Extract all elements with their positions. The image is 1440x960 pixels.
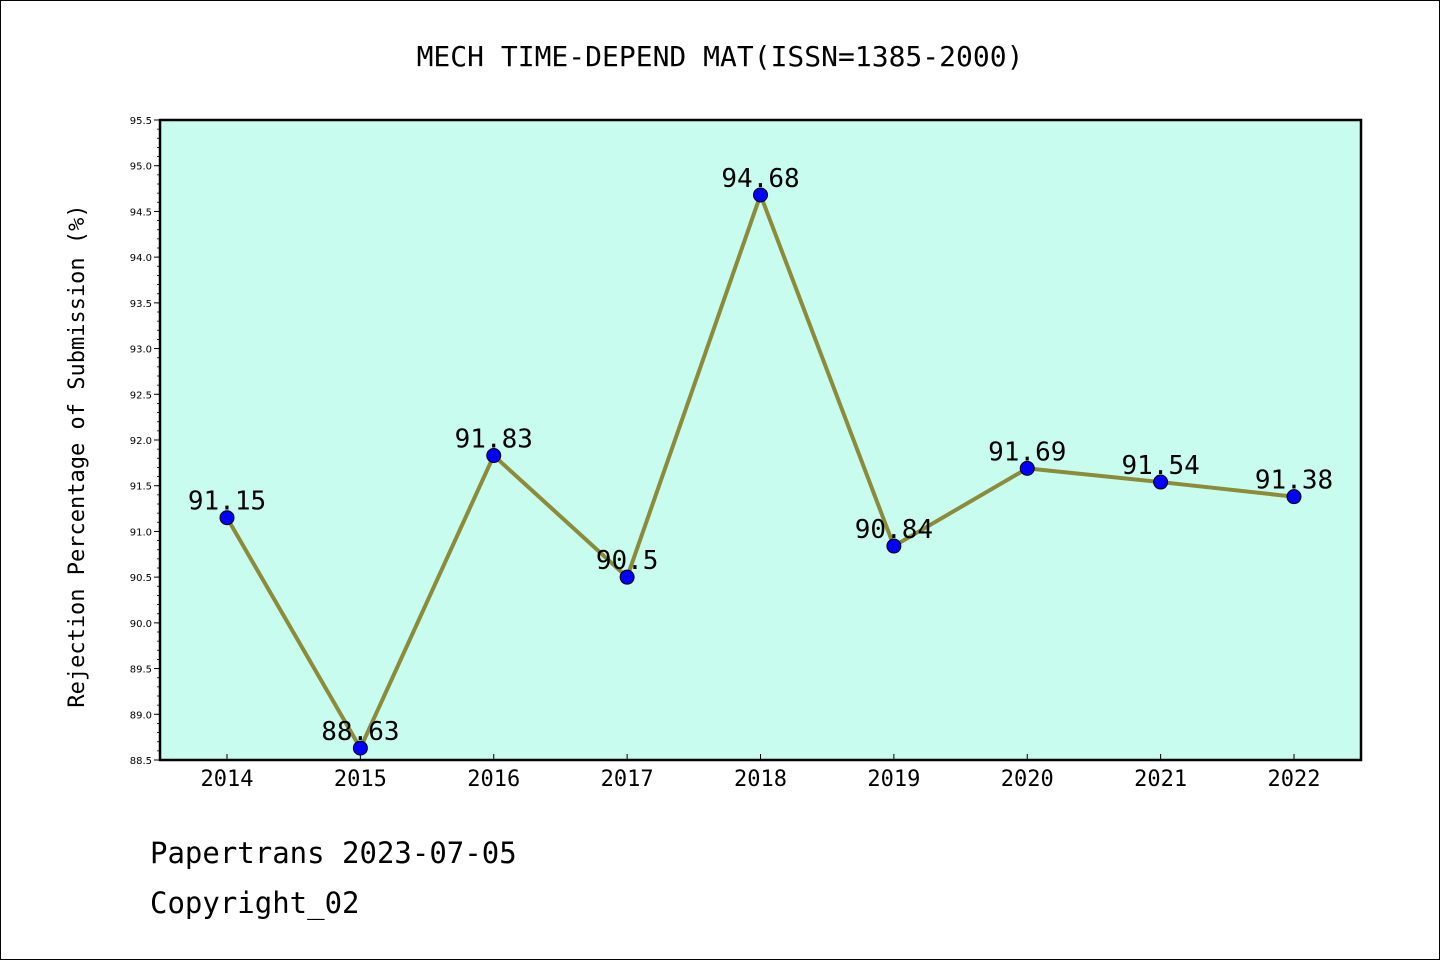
x-tick-label: 2014 <box>201 767 254 792</box>
data-point <box>219 510 235 526</box>
y-tick-label: 92.0 <box>130 436 152 447</box>
data-point <box>753 187 768 203</box>
x-tick-label: 2019 <box>867 767 920 792</box>
y-tick-label: 94.0 <box>130 253 152 264</box>
x-tick-label: 2015 <box>334 767 387 792</box>
data-label: 91.15 <box>188 487 266 517</box>
y-tick-label: 93.0 <box>130 345 152 356</box>
data-label: 88.63 <box>321 717 399 747</box>
y-tick-label: 91.5 <box>130 482 152 493</box>
y-tick-label: 92.5 <box>130 390 152 401</box>
y-tick-label: 89.5 <box>130 665 152 676</box>
data-label: 90.5 <box>596 546 659 576</box>
y-tick-label: 88.5 <box>130 756 152 767</box>
y-tick-label: 95.5 <box>130 116 152 127</box>
y-tick-label: 94.5 <box>130 207 152 218</box>
y-tick-label: 90.5 <box>130 573 152 584</box>
x-tick-label: 2016 <box>467 767 520 792</box>
data-point <box>486 448 502 464</box>
data-label: 94.68 <box>721 164 799 194</box>
y-axis-label: Rejection Percentage of Submission (%) <box>65 204 90 707</box>
x-tick-label: 2020 <box>1001 767 1054 792</box>
data-point <box>1019 460 1035 476</box>
x-tick-label: 2018 <box>734 767 787 792</box>
x-tick-label: 2017 <box>601 767 654 792</box>
x-tick-label: 2021 <box>1134 767 1187 792</box>
data-point <box>886 538 902 554</box>
data-point <box>1153 474 1169 490</box>
axis-ticks: 88.5 89.0 89.5 90.0 90.5 91.0 91.5 92.0 92.5 93.0… <box>130 116 1321 792</box>
data-label: 91.83 <box>455 425 533 455</box>
y-tick-label: 89.0 <box>130 710 152 721</box>
data-label: 91.69 <box>988 437 1066 467</box>
data-label: 90.84 <box>855 515 933 545</box>
plot-area <box>160 120 1361 760</box>
y-tick-label: 95.0 <box>130 162 152 173</box>
footer-source: Papertrans 2023-07-05 <box>150 836 517 870</box>
series-layer: 91.15 88.63 91.83 90.5 94.68 90.84 91.69 91.54 9… <box>188 164 1333 756</box>
y-tick-label: 93.5 <box>130 299 152 310</box>
data-label: 91.38 <box>1255 466 1333 496</box>
data-point <box>619 569 635 585</box>
y-tick-label: 91.0 <box>130 527 152 538</box>
chart-title: MECH TIME-DEPEND MAT(ISSN=1385-2000) <box>417 40 1024 73</box>
plot-border <box>158 118 1363 762</box>
y-tick-label: 90.0 <box>130 619 152 630</box>
data-label: 91.54 <box>1121 451 1199 481</box>
data-point <box>1286 489 1302 505</box>
footer-copyright: Copyright_02 <box>150 886 360 920</box>
x-tick-label: 2022 <box>1268 767 1321 792</box>
data-point <box>352 740 368 756</box>
